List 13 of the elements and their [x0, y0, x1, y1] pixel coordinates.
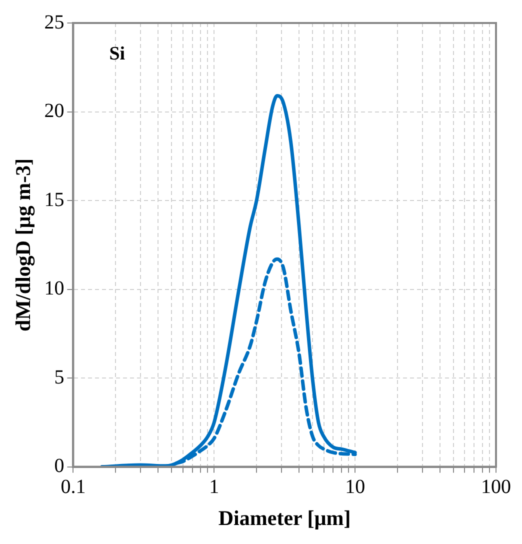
x-tick-label: 0.1: [60, 476, 86, 498]
y-tick-label: 5: [54, 366, 64, 388]
y-tick-label: 15: [44, 188, 64, 211]
x-tick-label: 10: [345, 476, 366, 498]
y-axis-title: dM/dlogD [µg m-3]: [11, 158, 36, 332]
y-tick-label: 0: [54, 455, 64, 478]
x-tick-label: 100: [481, 476, 511, 498]
x-axis-title: Diameter [µm]: [218, 506, 351, 530]
y-tick-label: 10: [44, 278, 64, 300]
y-tick-label: 20: [44, 100, 64, 122]
y-tick-label: 25: [44, 11, 64, 34]
x-tick-label: 1: [209, 476, 220, 498]
annotation: Si: [109, 43, 126, 64]
